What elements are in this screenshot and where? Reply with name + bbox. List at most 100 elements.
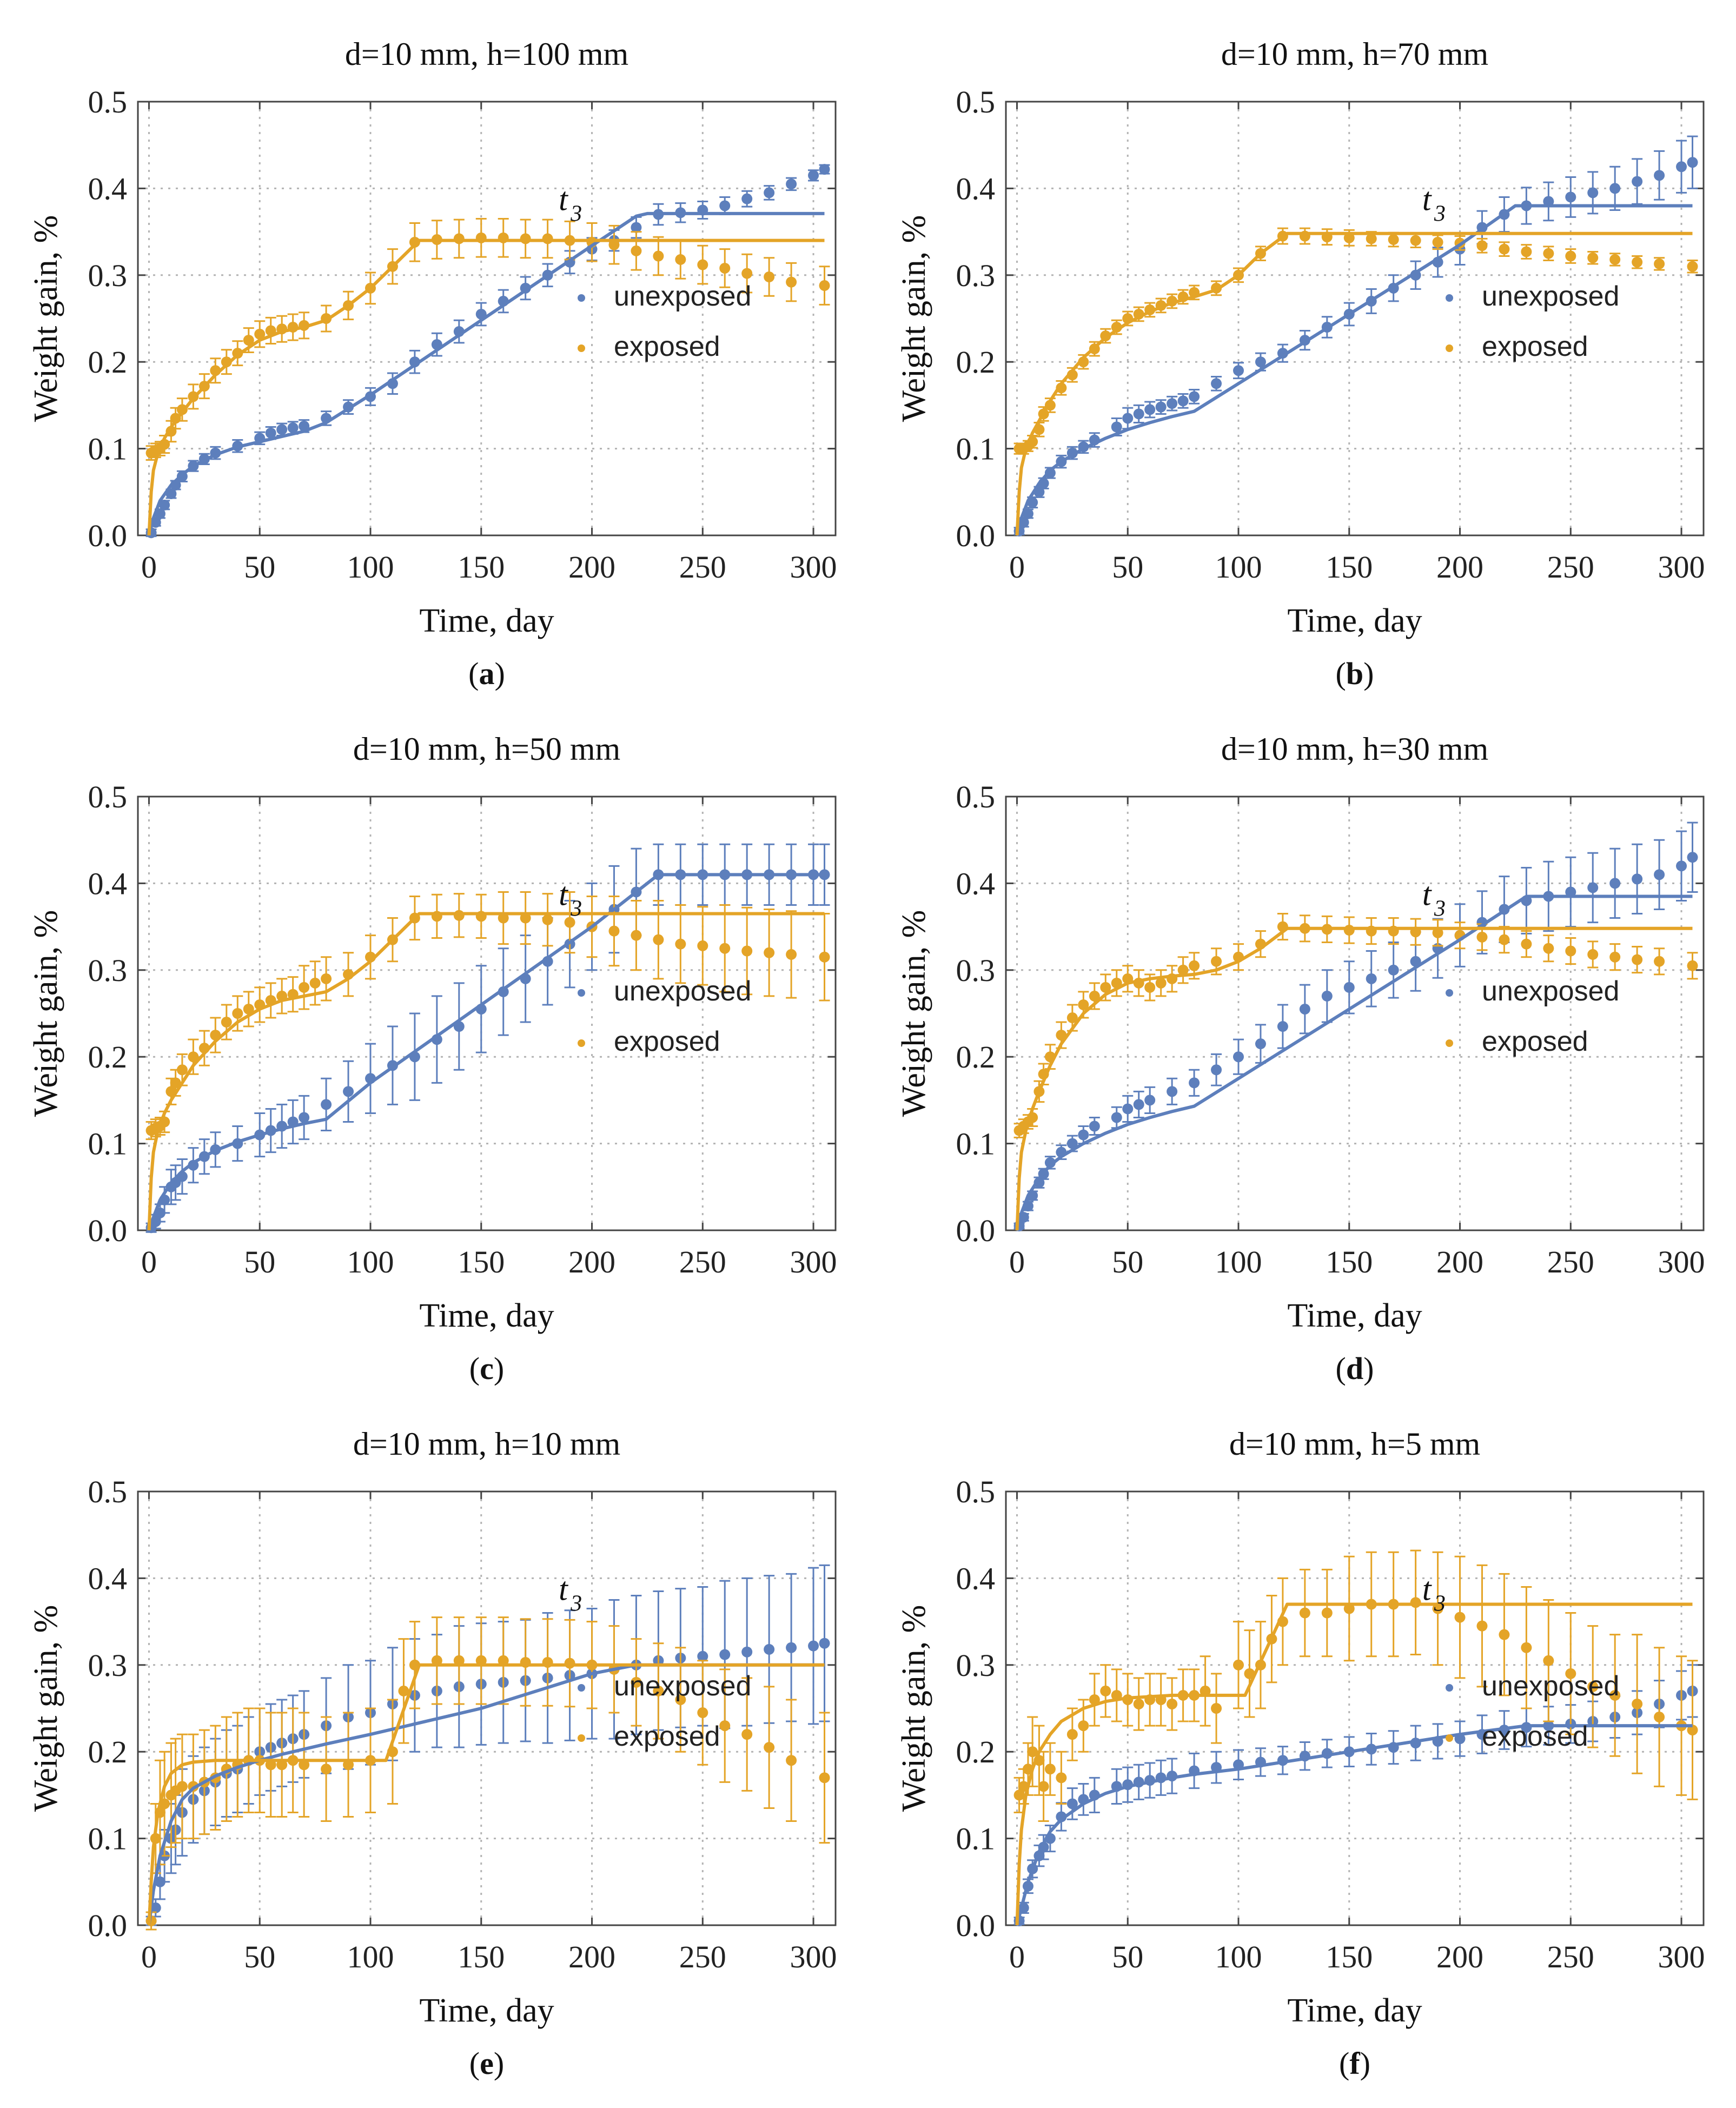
data-point [653,1685,664,1696]
x-axis-label: Time, day [1287,1992,1422,2029]
x-tick-label: 150 [1326,549,1373,585]
y-tick-label: 0.5 [956,779,996,814]
data-point [1343,982,1355,993]
data-point [608,925,620,937]
data-point [1654,956,1665,967]
fit-line-unexposed-fit [147,211,825,536]
data-point [265,1759,276,1771]
y-tick-label: 0.2 [88,1734,128,1769]
data-point [1687,852,1698,863]
data-point [1111,421,1122,433]
data-point [1587,187,1599,198]
data-point [764,1742,775,1753]
data-point [1687,960,1698,971]
data-point [159,499,170,511]
legend-label-exposed: exposed [1482,331,1588,362]
data-point [1543,248,1554,259]
x-tick-label: 100 [1215,1939,1262,1974]
data-point [1078,999,1089,1010]
data-point [453,233,465,244]
data-point [1432,927,1443,938]
x-tick-label: 300 [1658,549,1705,585]
x-tick-label: 300 [790,549,837,585]
x-tick-label: 150 [458,549,505,585]
chart-panel-f: d=10 mm, h=5 mm 0 50 100 150 200 250 300 0.0 0.1 0… [868,1390,1736,2085]
legend-marker-unexposed [1446,989,1453,997]
data-point [741,268,753,279]
data-point [1499,243,1510,255]
data-point [1654,170,1665,181]
legend-label-unexposed: unexposed [614,976,751,1007]
data-point [321,973,332,984]
y-axis-label: Weight gain, % [28,215,64,422]
annotation-t: t [1422,182,1432,217]
data-point [764,187,775,198]
data-point [1521,938,1532,950]
data-point [719,262,731,274]
data-point [1454,1612,1466,1623]
y-tick-label: 0.3 [956,258,996,293]
data-point [1587,252,1599,263]
chart-title: d=10 mm, h=5 mm [1229,1426,1480,1462]
data-point [786,276,797,288]
data-point [1167,1698,1178,1709]
data-point [276,424,288,435]
data-point [1066,1798,1078,1809]
data-point [409,236,420,248]
data-point [542,233,553,244]
data-point [1432,1603,1443,1614]
plot-frame [137,1490,837,1926]
chart-title: d=10 mm, h=10 mm [353,1426,620,1462]
data-point [1676,860,1687,872]
gridlines [138,102,836,535]
chart-panel-a: d=10 mm, h=100 mm 0 50 100 150 200 250 300 0.0 0.… [0,0,868,695]
data-point [1565,886,1576,898]
data-point [1255,1038,1266,1050]
data-point [697,1650,708,1662]
data-point [1676,161,1687,173]
legend-label-unexposed: unexposed [614,1671,751,1702]
fit-line-exposed-fit [147,912,825,1231]
data-point [1499,1629,1510,1640]
data-point [1189,391,1200,402]
y-axis-label: Weight gain, % [896,910,932,1117]
fit-line-exposed-fit [147,238,825,536]
y-tick-label: 0.4 [956,866,996,901]
legend-marker-unexposed [578,294,585,302]
y-tick-label: 0.4 [88,171,128,206]
gridlines [1006,1491,1704,1925]
data-point [1476,240,1488,251]
annotation-sub: 3 [1434,897,1446,922]
data-point [299,1759,310,1771]
data-point [498,1655,509,1666]
data-point [819,164,830,175]
data-point [343,1759,354,1771]
x-tick-label: 200 [568,549,615,585]
gridlines [1006,797,1704,1230]
y-tick-label: 0.1 [88,1821,128,1857]
x-tick-label: 150 [458,1939,505,1974]
data-point [1167,1086,1178,1097]
x-tick-label: 250 [1547,549,1594,585]
x-tick-label: 150 [1326,1244,1373,1280]
data-point [1100,1685,1111,1696]
data-point [1078,1720,1089,1732]
x-tick-label: 250 [679,549,726,585]
data-point [287,422,299,434]
gridlines [138,1491,836,1925]
data-point [1122,413,1134,424]
chart-svg: d=10 mm, h=30 mm 0 50 100 150 200 250 300 0.0 0.1… [896,731,1705,1386]
annotation-t: t [559,182,568,217]
series-exposed [1013,913,1698,1138]
y-tick-label: 0.5 [88,84,128,120]
x-tick-label: 300 [790,1244,837,1280]
y-tick-label: 0.3 [88,258,128,293]
data-point [1027,1746,1038,1758]
legend-label-exposed: exposed [614,331,720,362]
x-tick-label: 300 [790,1939,837,1974]
data-point [741,193,753,204]
x-tick-label: 100 [1215,549,1262,585]
legend-marker-exposed [578,344,585,352]
chart-title: d=10 mm, h=70 mm [1221,36,1488,72]
data-point [631,222,642,233]
